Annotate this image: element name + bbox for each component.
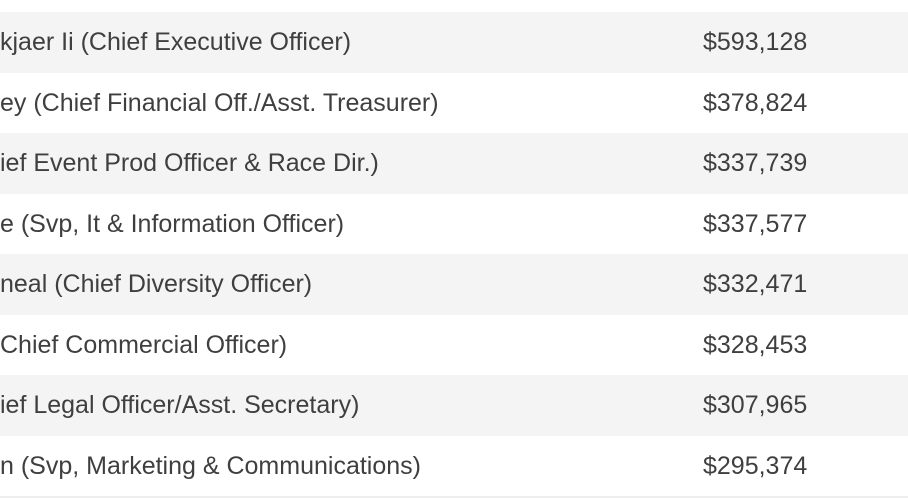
person-name: n (Svp, Marketing & Communications) [0, 451, 421, 480]
compensation-amount: $378,824 [703, 88, 808, 117]
compensation-table: kjaer Ii (Chief Executive Officer) $593,1… [0, 12, 908, 498]
compensation-amount: $332,471 [703, 270, 808, 298]
table-row: ey (Chief Financial Off./Asst. Treasurer… [0, 73, 908, 134]
compensation-amount: $337,739 [703, 149, 808, 177]
table-row: kjaer Ii (Chief Executive Officer) $593,1… [0, 12, 908, 73]
person-name: ief Legal Officer/Asst. Secretary) [0, 391, 360, 419]
table-row: e (Svp, It & Information Officer) $337,57… [0, 194, 908, 255]
table-row: ief Event Prod Officer & Race Dir.) $337,… [0, 133, 908, 194]
person-name: ief Event Prod Officer & Race Dir.) [0, 149, 379, 177]
compensation-amount: $307,965 [703, 391, 808, 419]
compensation-amount: $295,374 [703, 451, 808, 480]
table-row: Chief Commercial Officer) $328,453 [0, 315, 908, 376]
person-name: kjaer Ii (Chief Executive Officer) [0, 28, 352, 56]
person-name: Chief Commercial Officer) [0, 330, 288, 359]
table-row: n (Svp, Marketing & Communications) $295,… [0, 436, 908, 498]
compensation-amount: $593,128 [703, 28, 808, 56]
person-name: ey (Chief Financial Off./Asst. Treasurer… [0, 88, 439, 117]
person-name: neal (Chief Diversity Officer) [0, 270, 313, 298]
person-name: e (Svp, It & Information Officer) [0, 209, 345, 238]
compensation-amount: $337,577 [703, 209, 808, 238]
compensation-amount: $328,453 [703, 330, 808, 359]
table-row: ief Legal Officer/Asst. Secretary) $307,9… [0, 375, 908, 436]
table-row: neal (Chief Diversity Officer) $332,471 [0, 254, 908, 315]
